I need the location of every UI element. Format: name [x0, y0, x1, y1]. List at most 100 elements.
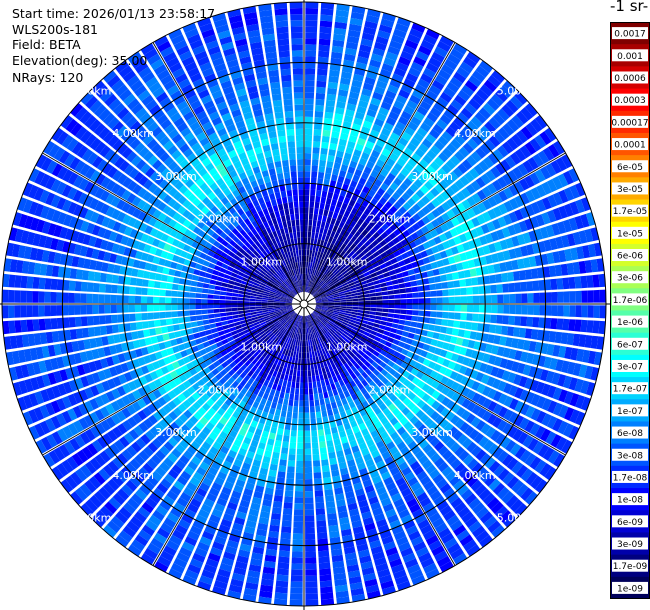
beta-cell — [441, 201, 451, 212]
beta-cell — [276, 352, 282, 360]
beta-cell — [432, 332, 440, 340]
beta-cell — [384, 398, 393, 407]
beta-cell — [390, 355, 398, 363]
beta-cell — [466, 196, 477, 207]
beta-cell — [243, 298, 250, 301]
beta-cell — [308, 376, 312, 383]
beta-cell — [323, 117, 333, 125]
beta-cell — [253, 490, 263, 499]
beta-cell — [328, 282, 335, 288]
beta-cell — [326, 507, 337, 515]
beta-cell — [237, 300, 244, 304]
beta-cell — [284, 423, 291, 431]
beta-cell — [312, 269, 315, 276]
beta-cell — [319, 153, 327, 161]
beta-cell — [163, 457, 174, 468]
beta-cell — [377, 30, 391, 40]
beta-cell — [307, 286, 310, 293]
beta-cell — [486, 221, 496, 232]
beta-cell — [385, 482, 397, 492]
beta-cell — [275, 323, 282, 329]
beta-cell — [350, 314, 358, 318]
beta-cell — [142, 462, 154, 474]
beta-cell — [357, 274, 365, 280]
beta-cell — [340, 323, 347, 328]
beta-cell — [32, 276, 40, 289]
beta-cell — [415, 409, 425, 419]
beta-cell — [75, 269, 84, 280]
beta-cell — [279, 459, 287, 467]
beta-cell — [199, 348, 207, 356]
beta-cell — [153, 296, 160, 304]
beta-cell — [402, 220, 412, 229]
beta-cell — [283, 502, 293, 509]
beta-cell — [344, 263, 351, 270]
beta-cell — [302, 316, 304, 323]
beta-cell — [147, 288, 154, 296]
beta-cell — [342, 223, 349, 231]
beta-cell — [365, 251, 373, 258]
beta-cell — [284, 496, 293, 503]
beta-cell — [401, 192, 411, 201]
beta-cell — [318, 313, 325, 319]
beta-cell — [441, 319, 449, 326]
beta-cell — [564, 248, 573, 262]
beta-cell — [349, 582, 363, 591]
beta-cell — [432, 172, 443, 183]
beta-cell — [524, 377, 534, 390]
beta-cell — [485, 304, 492, 313]
beta-cell — [340, 267, 347, 274]
beta-cell — [251, 380, 259, 388]
beta-cell — [225, 308, 232, 312]
beta-cell — [273, 320, 280, 326]
beta-cell — [155, 466, 167, 477]
beta-cell — [182, 356, 191, 364]
beta-cell — [502, 315, 509, 325]
beta-cell — [354, 231, 361, 238]
beta-cell — [561, 439, 573, 454]
beta-cell — [505, 439, 517, 453]
beta-cell — [321, 354, 326, 362]
beta-cell — [171, 464, 183, 475]
beta-cell — [208, 284, 216, 290]
beta-cell — [370, 330, 378, 336]
beta-cell — [287, 362, 292, 369]
beta-cell — [291, 557, 303, 564]
beta-cell — [445, 126, 457, 138]
beta-cell — [350, 372, 357, 380]
beta-cell — [445, 378, 455, 388]
beta-cell — [290, 575, 303, 582]
beta-cell — [436, 393, 446, 403]
beta-cell — [185, 362, 194, 370]
beta-cell — [74, 316, 82, 327]
beta-cell — [316, 514, 326, 522]
beta-cell — [311, 430, 318, 437]
beta-cell — [240, 387, 248, 395]
beta-cell — [334, 261, 341, 268]
beta-cell — [534, 254, 543, 267]
beta-cell — [283, 335, 288, 342]
beta-cell — [342, 442, 350, 450]
beta-cell — [351, 393, 358, 401]
beta-cell — [93, 472, 106, 485]
ppi-polar-plot: 1.00km1.00km1.00km1.00km2.00km2.00km2.00… — [0, 0, 610, 610]
beta-cell — [302, 340, 304, 347]
beta-cell — [515, 293, 522, 303]
beta-cell — [331, 469, 340, 477]
beta-cell — [332, 475, 341, 483]
beta-cell — [288, 448, 296, 455]
beta-cell — [335, 181, 343, 189]
beta-cell — [308, 225, 312, 232]
beta-cell — [574, 319, 582, 332]
beta-cell — [239, 334, 247, 340]
beta-cell — [414, 163, 425, 174]
beta-cell — [385, 116, 397, 126]
beta-cell — [486, 497, 500, 510]
beta-cell — [407, 33, 421, 45]
beta-cell — [135, 287, 142, 295]
beta-cell — [439, 91, 453, 103]
beta-cell — [175, 524, 188, 535]
beta-cell — [464, 493, 477, 506]
beta-cell — [184, 569, 199, 580]
beta-cell — [251, 331, 259, 337]
